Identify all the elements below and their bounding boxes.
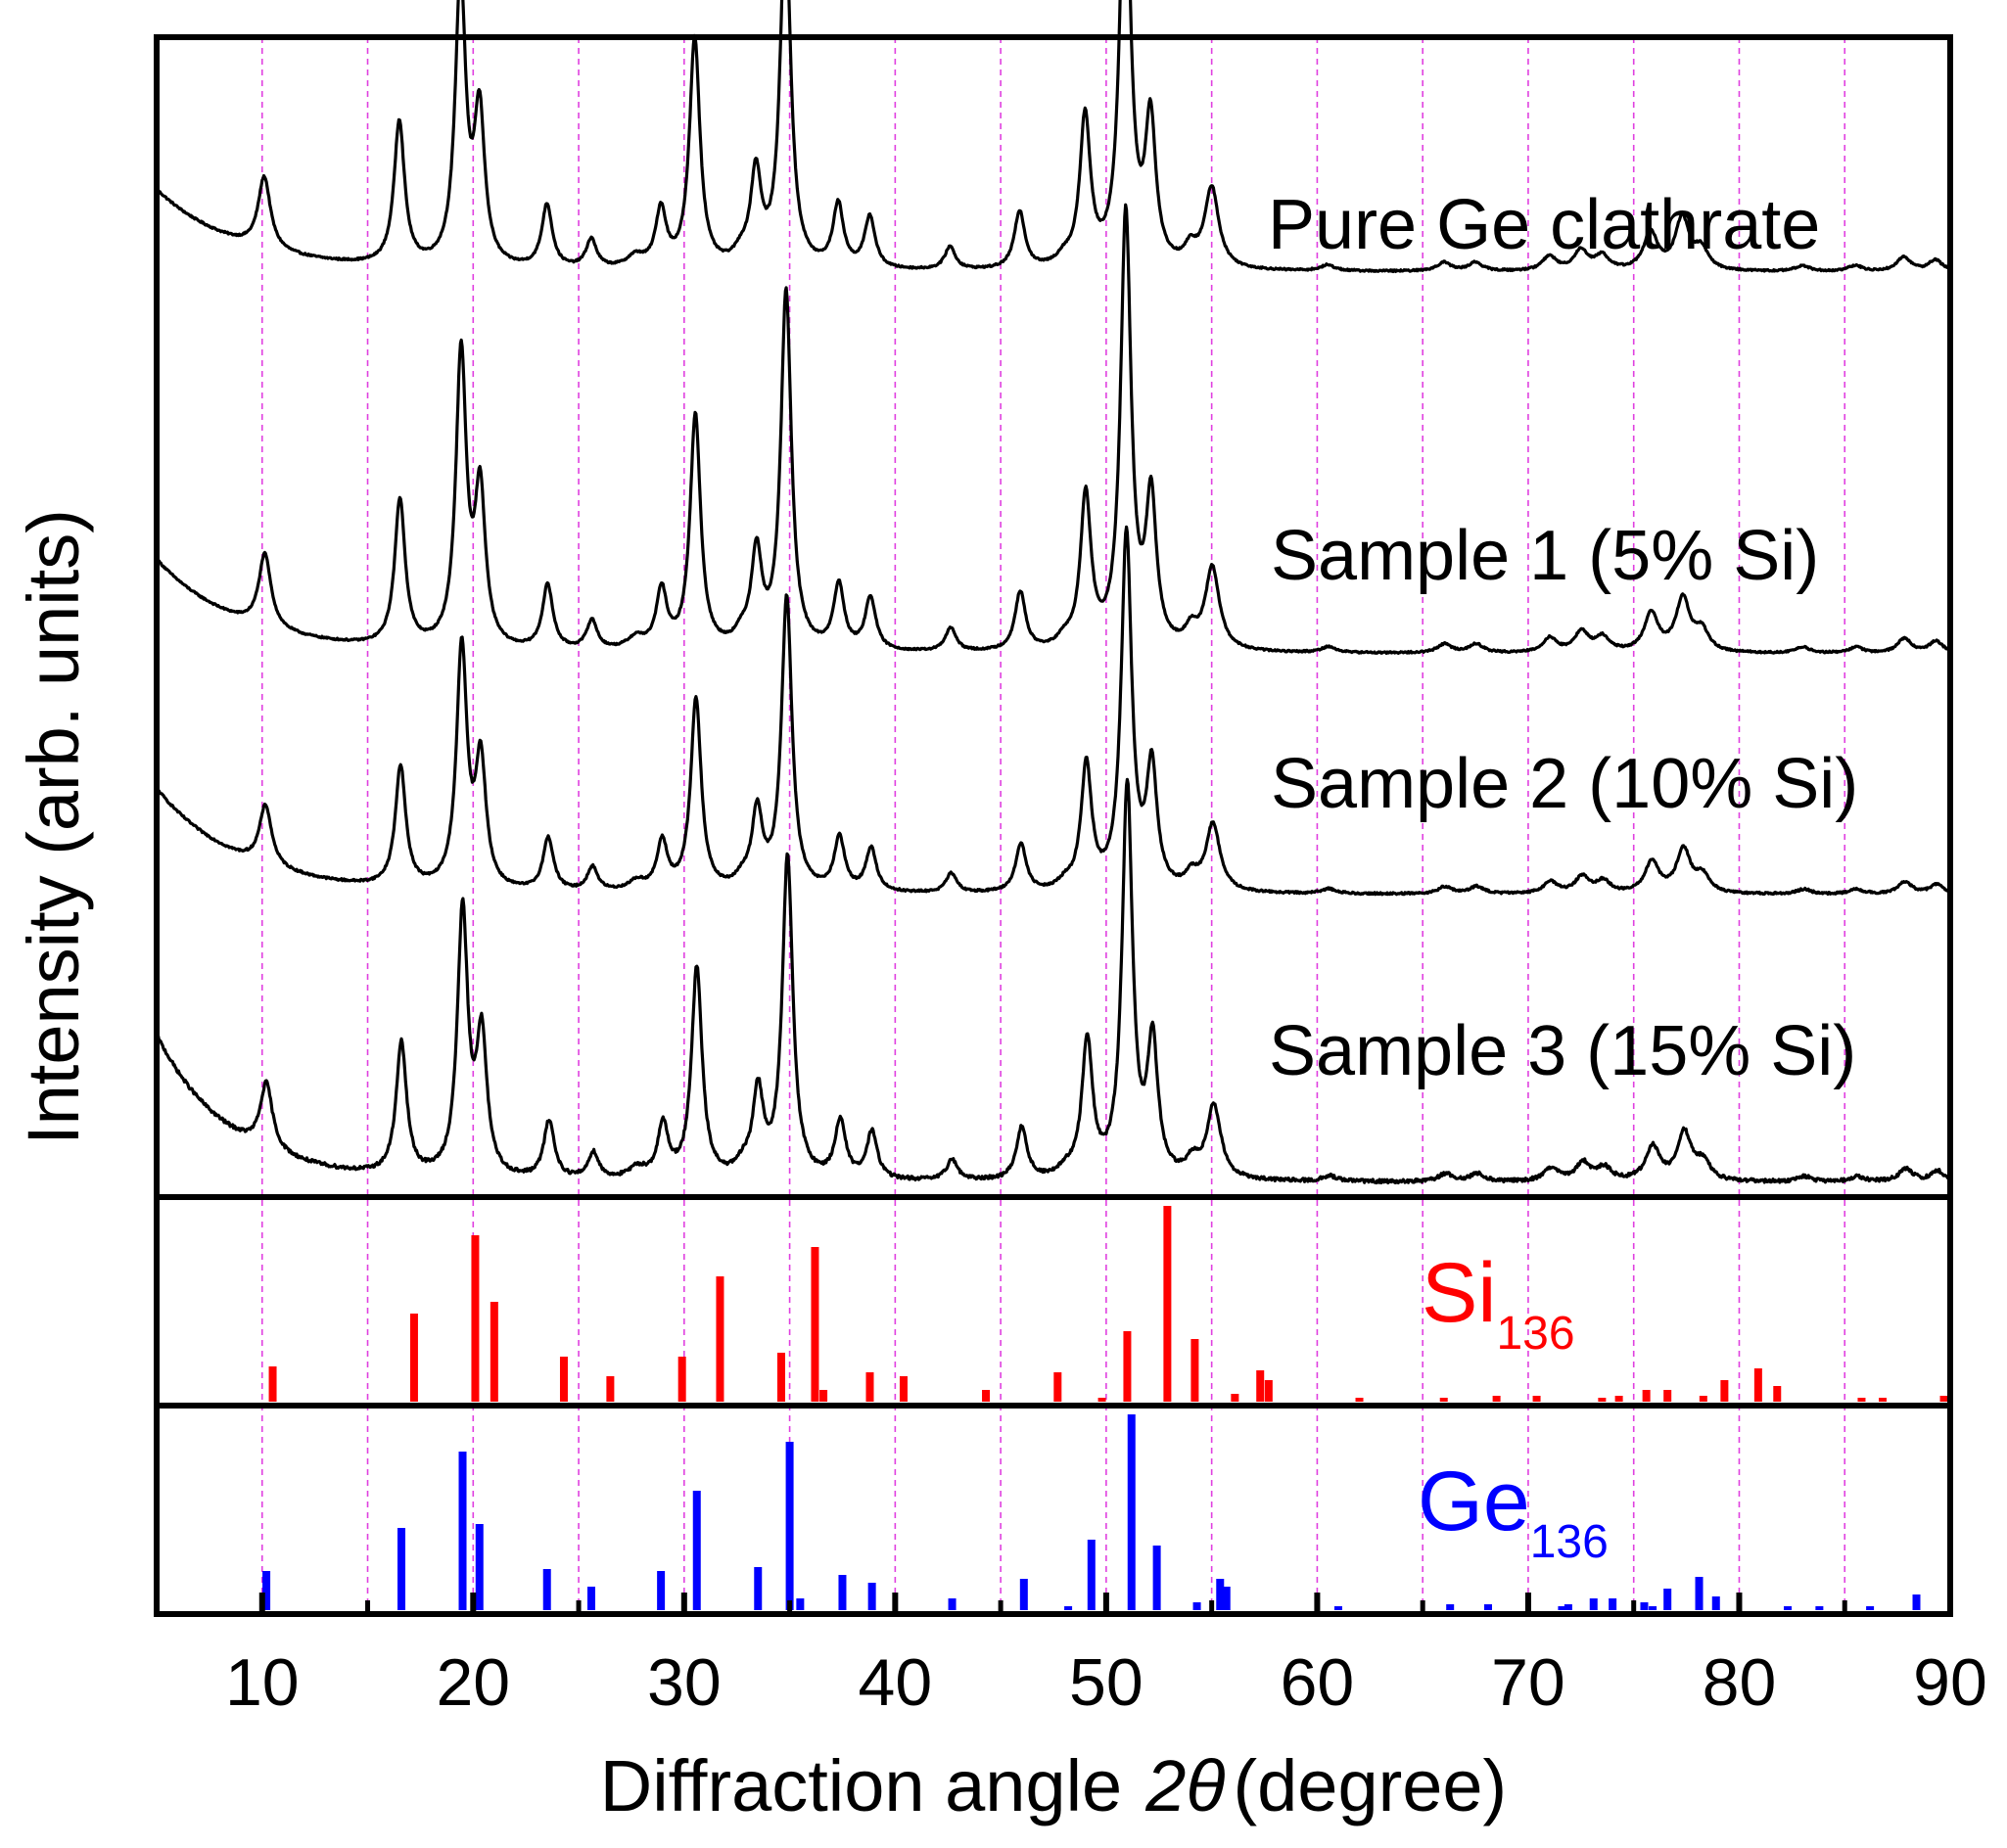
y-axis-title: Intensity (arb. units): [13, 509, 94, 1145]
plot-frame: [154, 34, 1953, 1617]
x-tick-label-60: 60: [1281, 1645, 1355, 1720]
x-axis-title: Diffraction angle 2θ (degree): [600, 1745, 1507, 1826]
x-tick-label-80: 80: [1703, 1645, 1777, 1720]
si136-label: Si136: [1422, 1246, 1575, 1360]
ge136-label: Ge136: [1418, 1455, 1609, 1568]
x-tick-label-20: 20: [436, 1645, 510, 1720]
series-line-4: [155, 777, 1951, 1185]
x-axis-tick-labels: 10 20 30 40 50 60 70 80 90: [225, 1645, 1987, 1720]
x-tick-label-40: 40: [859, 1645, 933, 1720]
series-line-3: [155, 525, 1951, 897]
gridlines: [260, 37, 1846, 1614]
series-label-2: Sample 1 (5% Si): [1271, 517, 1819, 595]
series-label-3: Sample 2 (10% Si): [1271, 745, 1858, 823]
x-tick-label-50: 50: [1069, 1645, 1144, 1720]
x-tick-label-10: 10: [225, 1645, 300, 1720]
series-group: [155, 0, 1952, 1185]
si136-reference-bars: [268, 1206, 1948, 1402]
ge136-reference-bars: [262, 1414, 1921, 1610]
x-tick-label-70: 70: [1491, 1645, 1565, 1720]
x-tick-label-30: 30: [647, 1645, 722, 1720]
series-line-1: [155, 0, 1952, 274]
series-label-4: Sample 3 (15% Si): [1269, 1012, 1856, 1090]
series-labels: Pure Ge clathrate Sample 1 (5% Si) Sample …: [1268, 186, 1858, 1090]
x-axis-ticks: [258, 1593, 1847, 1614]
series-line-2: [155, 203, 1951, 655]
series-label-1: Pure Ge clathrate: [1268, 186, 1820, 264]
x-tick-label-90: 90: [1913, 1645, 1987, 1720]
